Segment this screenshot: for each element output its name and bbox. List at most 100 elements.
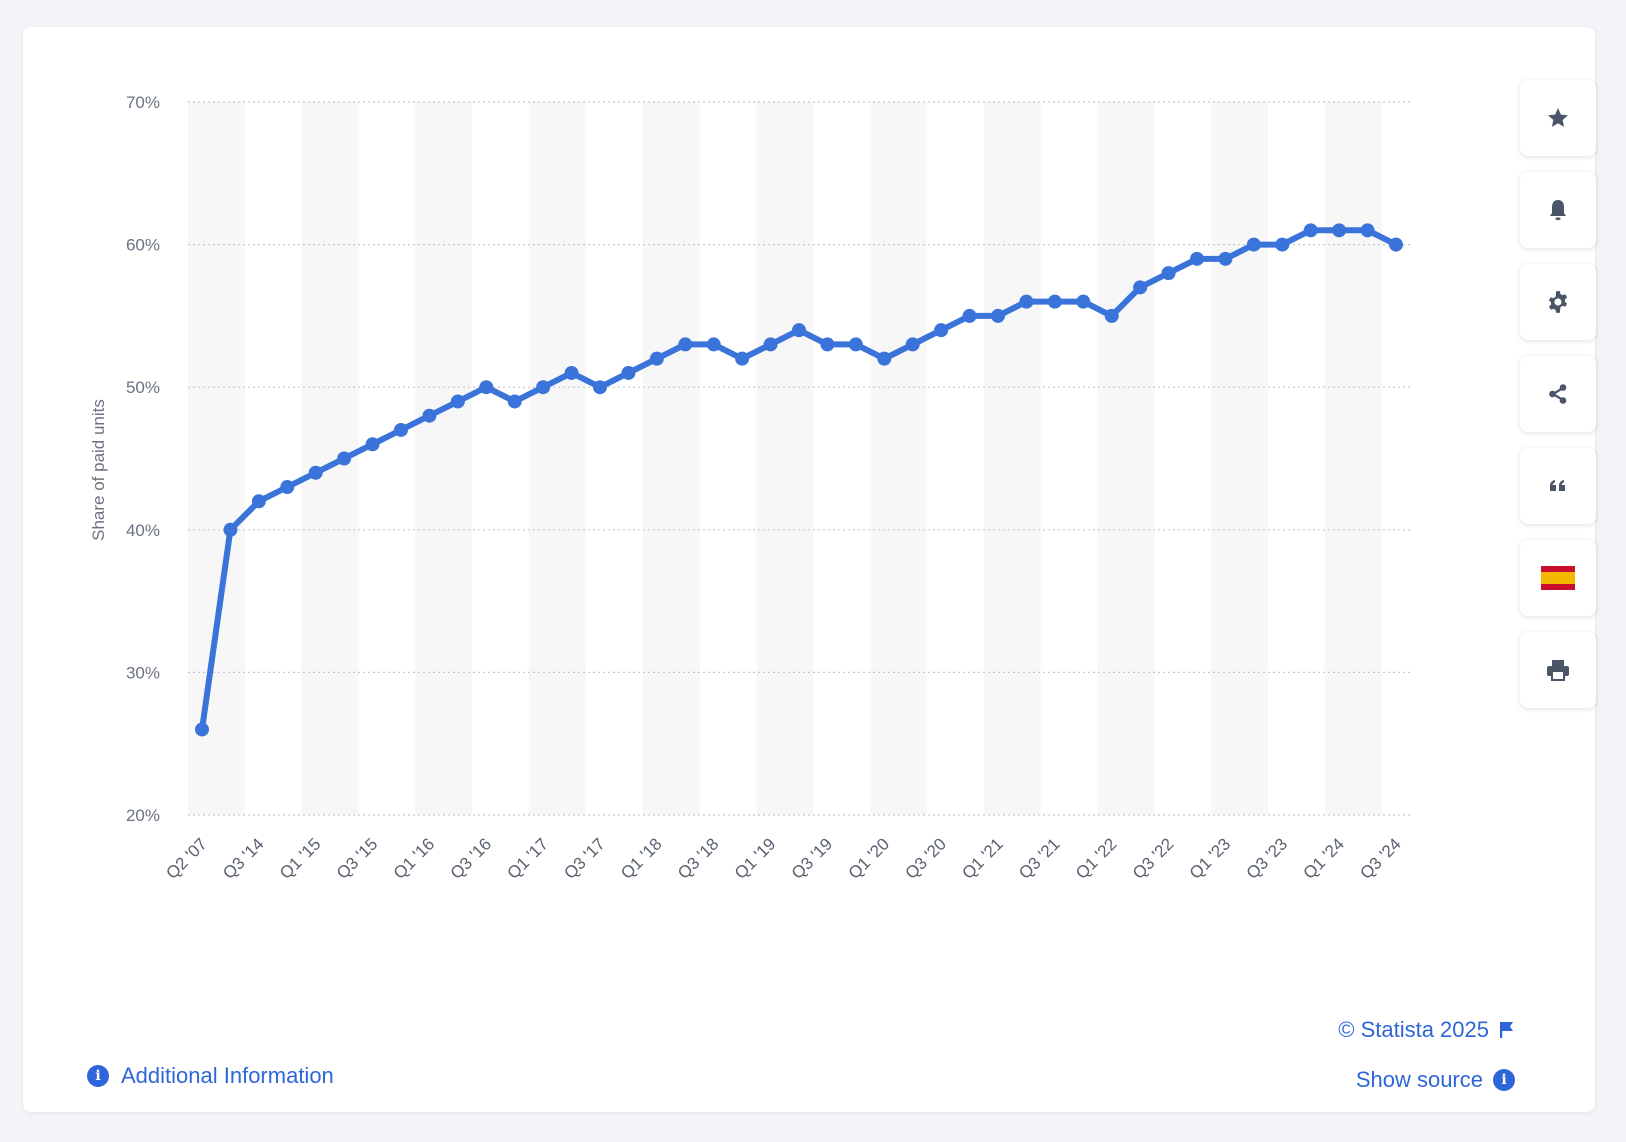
data-point bbox=[1275, 237, 1290, 252]
x-tick-label: Q1 '22 bbox=[1072, 834, 1120, 882]
data-point bbox=[649, 351, 664, 366]
data-point bbox=[1019, 294, 1034, 309]
data-point bbox=[1389, 237, 1403, 252]
x-tick-label: Q1 '20 bbox=[845, 834, 893, 882]
data-point bbox=[422, 408, 437, 423]
data-point bbox=[991, 308, 1005, 323]
background-band bbox=[1324, 102, 1382, 815]
data-point bbox=[905, 337, 920, 352]
background-band bbox=[187, 102, 245, 815]
data-point bbox=[593, 380, 607, 395]
x-tick-label: Q3 '24 bbox=[1356, 834, 1404, 882]
x-tick-label: Q3 '14 bbox=[219, 834, 267, 882]
chart-card: 70% 60% 50% 40% 30% 20% Q2 '07 Q3 '14 Q1 '15 Q3 … bbox=[23, 27, 1596, 1112]
share-icon bbox=[1549, 384, 1567, 404]
y-tick-label: 70% bbox=[126, 93, 160, 112]
y-tick-label: 40% bbox=[126, 521, 160, 540]
data-point bbox=[308, 465, 323, 480]
spain-flag-icon bbox=[1541, 566, 1575, 590]
data-point bbox=[820, 337, 835, 352]
x-tick-label: Q3 '18 bbox=[674, 834, 722, 882]
data-point bbox=[877, 351, 892, 366]
background-band bbox=[983, 102, 1041, 815]
background-band bbox=[1097, 102, 1155, 815]
x-tick-label: Q3 '21 bbox=[1015, 834, 1063, 882]
quote-icon bbox=[1550, 480, 1565, 491]
data-point bbox=[1190, 251, 1204, 266]
info-icon: i bbox=[1493, 1069, 1515, 1091]
data-point bbox=[1076, 294, 1091, 309]
data-point bbox=[678, 337, 693, 352]
language-button[interactable] bbox=[1520, 540, 1596, 616]
data-point bbox=[507, 394, 522, 409]
print-icon bbox=[1547, 660, 1569, 681]
background-band bbox=[415, 102, 473, 815]
x-tick-label: Q1 '19 bbox=[731, 834, 779, 882]
data-point bbox=[1218, 251, 1233, 266]
y-axis-label: Share of paid units bbox=[89, 399, 108, 541]
data-point bbox=[1246, 237, 1261, 252]
x-tick-label: Q1 '23 bbox=[1186, 834, 1234, 882]
x-tick-label: Q1 '21 bbox=[958, 834, 1006, 882]
y-tick-label: 20% bbox=[126, 806, 160, 825]
data-point bbox=[365, 437, 380, 452]
print-button[interactable] bbox=[1520, 632, 1596, 708]
data-point bbox=[450, 394, 465, 409]
star-icon bbox=[1548, 108, 1568, 127]
x-tick-label: Q1 '15 bbox=[276, 834, 324, 882]
data-point bbox=[1104, 308, 1119, 323]
copyright-credit: © Statista 2025 bbox=[1338, 1017, 1515, 1043]
settings-button[interactable] bbox=[1520, 264, 1596, 340]
x-tick-label: Q3 '23 bbox=[1243, 834, 1291, 882]
data-point bbox=[280, 480, 295, 495]
x-tick-label: Q3 '15 bbox=[333, 834, 381, 882]
flag-icon[interactable] bbox=[1499, 1021, 1515, 1039]
x-tick-label: Q3 '16 bbox=[447, 834, 495, 882]
share-button[interactable] bbox=[1520, 356, 1596, 432]
x-axis-ticks: Q2 '07 Q3 '14 Q1 '15 Q3 '15 Q1 '16 Q3 '16 Q1 '… bbox=[162, 834, 1404, 882]
x-tick-label: Q1 '16 bbox=[390, 834, 438, 882]
background-band bbox=[756, 102, 814, 815]
background-band bbox=[528, 102, 586, 815]
chart-toolbar bbox=[1520, 80, 1596, 724]
data-point bbox=[1047, 294, 1062, 309]
gear-icon bbox=[1548, 291, 1568, 313]
info-icon: i bbox=[87, 1065, 109, 1087]
data-point bbox=[479, 380, 494, 395]
data-point bbox=[621, 365, 636, 380]
data-point bbox=[1303, 223, 1318, 238]
data-point bbox=[251, 494, 266, 509]
data-point bbox=[706, 337, 721, 352]
data-point bbox=[195, 722, 209, 737]
x-tick-label: Q2 '07 bbox=[162, 834, 210, 882]
series-points bbox=[195, 223, 1403, 737]
data-point bbox=[536, 380, 551, 395]
additional-information-link[interactable]: i Additional Information bbox=[87, 1063, 334, 1089]
show-source-text: Show source bbox=[1355, 1067, 1483, 1092]
x-tick-label: Q1 '18 bbox=[617, 834, 665, 882]
x-tick-label: Q3 '19 bbox=[788, 834, 836, 882]
background-band bbox=[1211, 102, 1269, 815]
x-tick-label: Q3 '17 bbox=[560, 834, 608, 882]
background-band bbox=[642, 102, 700, 815]
data-point bbox=[1133, 280, 1148, 295]
data-point bbox=[735, 351, 750, 366]
data-point bbox=[564, 365, 579, 380]
x-tick-label: Q3 '20 bbox=[901, 834, 949, 882]
y-axis-ticks: 70% 60% 50% 40% 30% 20% bbox=[126, 93, 160, 825]
data-point bbox=[934, 323, 949, 338]
alternating-bands bbox=[187, 102, 1382, 815]
y-tick-label: 50% bbox=[126, 378, 160, 397]
background-band bbox=[870, 102, 927, 815]
data-point bbox=[763, 337, 778, 352]
gridlines bbox=[188, 101, 1410, 816]
favorite-button[interactable] bbox=[1520, 80, 1596, 156]
cite-button[interactable] bbox=[1520, 448, 1596, 524]
y-tick-label: 30% bbox=[126, 663, 160, 682]
show-source-link[interactable]: Show source i bbox=[1356, 1067, 1515, 1093]
credit-text: © Statista 2025 bbox=[1338, 1017, 1489, 1042]
bell-icon bbox=[1550, 200, 1566, 220]
data-point bbox=[394, 422, 408, 437]
notification-button[interactable] bbox=[1520, 172, 1596, 248]
x-tick-label: Q1 '17 bbox=[503, 834, 551, 882]
